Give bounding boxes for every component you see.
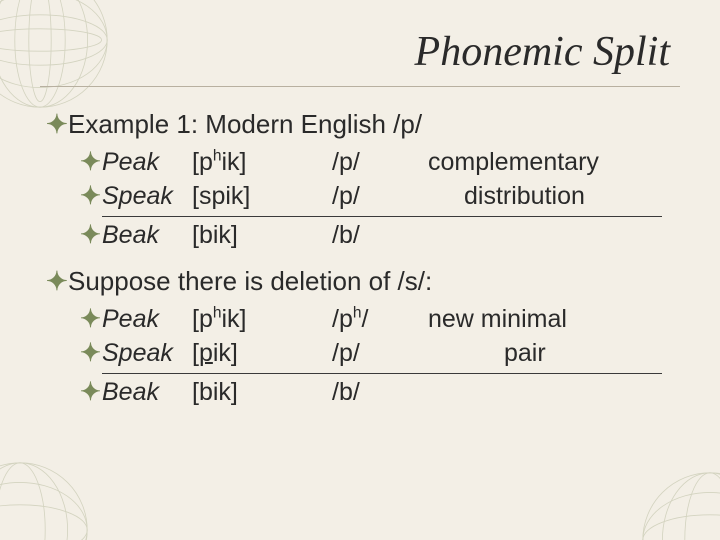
table-row: ✦ Speak [pik] /p/ pair <box>80 337 680 371</box>
section-heading-2: ✦Suppose there is deletion of /s/: <box>40 266 680 297</box>
word-cell: Beak <box>102 376 192 410</box>
ipa-cell: [pik] <box>192 337 332 371</box>
note-cell: complementary <box>410 146 680 180</box>
plus-icon: ✦ <box>46 109 68 140</box>
phoneme-cell: /ph/ <box>332 303 410 337</box>
section-2-text: Suppose there is deletion of /s/: <box>68 266 432 296</box>
ipa-cell: [bik] <box>192 219 332 253</box>
table-row: ✦ Peak [phik] /p/ complementary <box>80 146 680 180</box>
word-cell: Speak <box>102 180 192 214</box>
plus-icon: ✦ <box>80 180 102 214</box>
note-cell: pair <box>410 337 680 371</box>
divider-line <box>102 373 662 374</box>
ipa-cell: [bik] <box>192 376 332 410</box>
plus-icon: ✦ <box>46 266 68 297</box>
table-row: ✦ Peak [phik] /ph/ new minimal <box>80 303 680 337</box>
word-cell: Peak <box>102 303 192 337</box>
word-cell: Beak <box>102 219 192 253</box>
ipa-cell: [phik] <box>192 146 332 180</box>
slide-title: Phonemic Split <box>40 28 680 87</box>
slide: Phonemic Split ✦Example 1: Modern Englis… <box>0 0 720 540</box>
ipa-cell: [spik] <box>192 180 332 214</box>
divider-line <box>102 216 662 217</box>
table-row: ✦ Beak [bik] /b/ <box>80 376 680 410</box>
plus-icon: ✦ <box>80 303 102 337</box>
plus-icon: ✦ <box>80 337 102 371</box>
ipa-cell: [phik] <box>192 303 332 337</box>
table-row: ✦ Beak [bik] /b/ <box>80 219 680 253</box>
note-cell: distribution <box>410 180 680 214</box>
word-cell: Speak <box>102 337 192 371</box>
word-cell: Peak <box>102 146 192 180</box>
plus-icon: ✦ <box>80 219 102 253</box>
plus-icon: ✦ <box>80 146 102 180</box>
phoneme-cell: /b/ <box>332 219 410 253</box>
phoneme-cell: /p/ <box>332 146 410 180</box>
note-cell: new minimal <box>410 303 680 337</box>
example-block-2: ✦ Peak [phik] /ph/ new minimal ✦ Speak [… <box>40 303 680 409</box>
phoneme-cell: /p/ <box>332 337 410 371</box>
plus-icon: ✦ <box>80 376 102 410</box>
phoneme-cell: /b/ <box>332 376 410 410</box>
example-block-1: ✦ Peak [phik] /p/ complementary ✦ Speak … <box>40 146 680 252</box>
section-heading-1: ✦Example 1: Modern English /p/ <box>40 109 680 140</box>
table-row: ✦ Speak [spik] /p/ distribution <box>80 180 680 214</box>
section-1-text: Example 1: Modern English /p/ <box>68 109 422 139</box>
phoneme-cell: /p/ <box>332 180 410 214</box>
